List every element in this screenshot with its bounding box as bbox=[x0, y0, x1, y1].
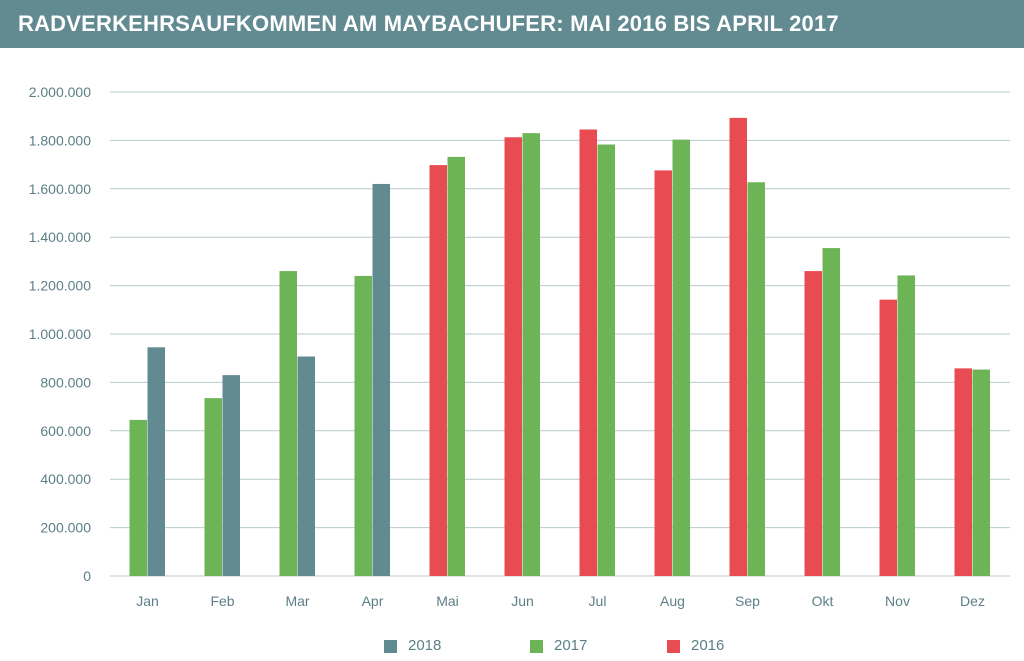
bar-jul-2016 bbox=[579, 129, 597, 576]
bar-apr-2018 bbox=[372, 183, 390, 576]
x-tick-label: Sep bbox=[735, 593, 760, 609]
bar-nov-2017 bbox=[897, 275, 915, 576]
legend-label-2018: 2018 bbox=[408, 637, 442, 654]
legend-swatch-2016 bbox=[667, 640, 680, 653]
x-tick-label: Feb bbox=[210, 593, 234, 609]
x-tick-label: Jun bbox=[511, 593, 534, 609]
title-bar: RADVERKEHRSAUFKOMMEN AM MAYBACHUFER: MAI… bbox=[0, 0, 1024, 48]
bar-mar-2018 bbox=[297, 356, 315, 576]
bar-mar-2017 bbox=[279, 271, 297, 576]
y-tick-label: 600.000 bbox=[40, 423, 91, 439]
y-tick-label: 400.000 bbox=[40, 471, 91, 487]
bar-sep-2017 bbox=[747, 182, 765, 577]
bar-aug-2016 bbox=[654, 170, 672, 576]
bar-mai-2016 bbox=[429, 165, 447, 577]
bar-feb-2018 bbox=[222, 375, 240, 576]
bar-jul-2017 bbox=[597, 144, 615, 576]
x-tick-label: Apr bbox=[362, 593, 384, 609]
legend-label-2017: 2017 bbox=[554, 637, 588, 654]
y-tick-label: 1.800.000 bbox=[29, 132, 91, 148]
y-tick-label: 0 bbox=[83, 568, 91, 584]
x-tick-label: Mar bbox=[285, 593, 309, 609]
bar-okt-2016 bbox=[804, 271, 822, 576]
bar-okt-2017 bbox=[822, 248, 840, 576]
y-tick-label: 1.200.000 bbox=[29, 278, 91, 294]
bar-aug-2017 bbox=[672, 139, 690, 576]
bar-sep-2016 bbox=[729, 117, 747, 577]
x-tick-label: Mai bbox=[436, 593, 459, 609]
y-tick-label: 1.600.000 bbox=[29, 181, 91, 197]
x-tick-label: Dez bbox=[960, 593, 985, 609]
legend-swatch-2018 bbox=[384, 640, 397, 653]
x-tick-label: Aug bbox=[660, 593, 685, 609]
legend-swatch-2017 bbox=[530, 640, 543, 653]
legend: 2018 2017 2016 bbox=[0, 636, 1024, 658]
bar-nov-2016 bbox=[879, 299, 897, 576]
y-tick-label: 2.000.000 bbox=[29, 84, 91, 100]
y-tick-label: 1.400.000 bbox=[29, 229, 91, 245]
legend-label-2016: 2016 bbox=[691, 637, 725, 654]
x-tick-label: Jul bbox=[589, 593, 607, 609]
chart-title: RADVERKEHRSAUFKOMMEN AM MAYBACHUFER: MAI… bbox=[18, 11, 839, 36]
bar-feb-2017 bbox=[204, 398, 222, 576]
bar-jun-2017 bbox=[522, 133, 540, 576]
bar-chart: 0 200.000 400.000 600.000 800.000 1.000.000 1.… bbox=[29, 84, 1010, 609]
bar-mai-2017 bbox=[447, 156, 465, 576]
y-tick-label: 200.000 bbox=[40, 520, 91, 536]
x-tick-label: Nov bbox=[885, 593, 910, 609]
y-tick-label: 1.000.000 bbox=[29, 326, 91, 342]
x-tick-label: Okt bbox=[812, 593, 834, 609]
bar-jun-2016 bbox=[504, 137, 522, 576]
bar-dez-2017 bbox=[972, 369, 990, 576]
y-tick-label: 800.000 bbox=[40, 374, 91, 390]
x-tick-label: Jan bbox=[136, 593, 159, 609]
bar-jan-2018 bbox=[147, 347, 165, 576]
bar-jan-2017 bbox=[129, 419, 147, 576]
bar-dez-2016 bbox=[954, 368, 972, 576]
bar-apr-2017 bbox=[354, 275, 372, 576]
